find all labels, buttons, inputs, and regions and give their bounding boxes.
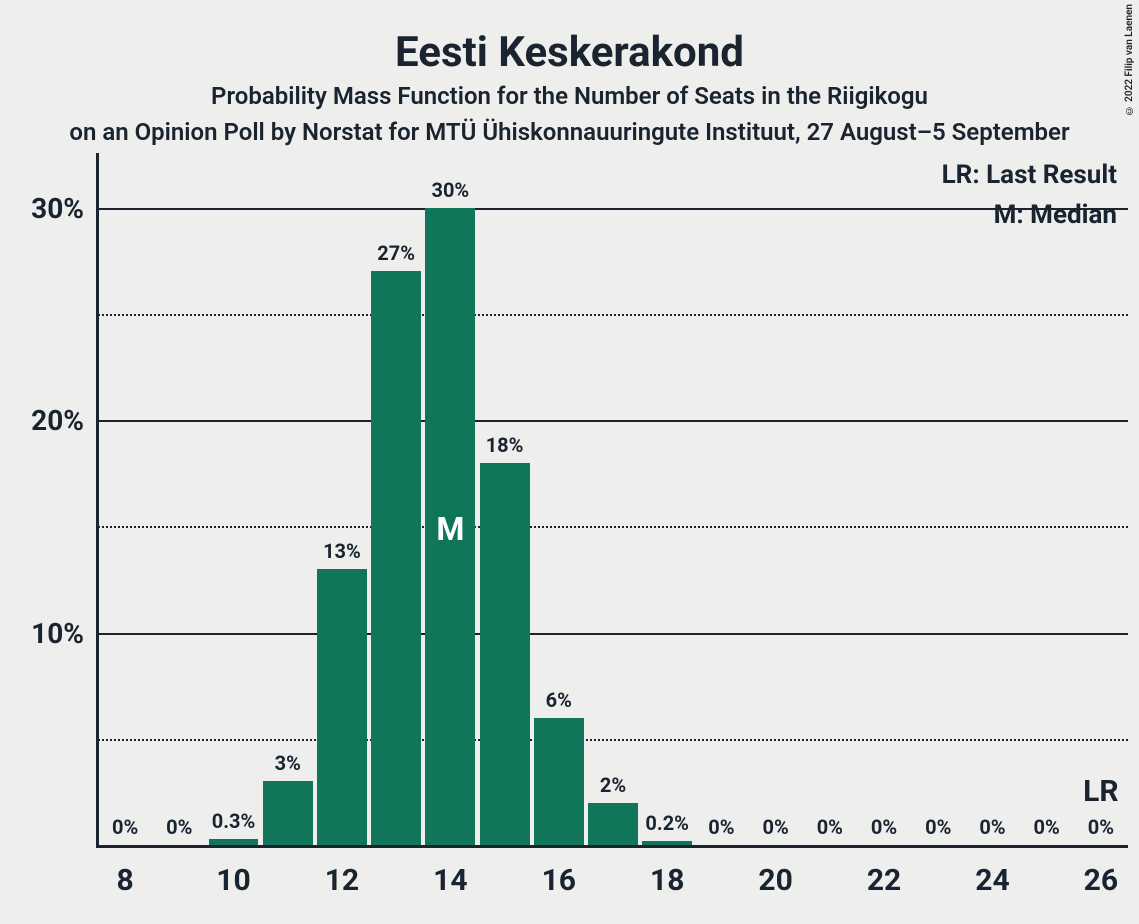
- bar-value-label: 18%: [465, 433, 545, 457]
- page-title: Eesti Keskerakond: [0, 28, 1139, 77]
- bar-value-label: 6%: [519, 688, 599, 712]
- legend-median: M: Median: [994, 200, 1117, 230]
- bar-value-label: 0.3%: [194, 809, 274, 833]
- xtick-label: 8: [95, 863, 155, 898]
- ytick-label: 30%: [0, 192, 84, 225]
- xtick-label: 24: [962, 863, 1022, 898]
- xtick-label: 16: [529, 863, 589, 898]
- median-marker: M: [425, 510, 475, 548]
- grid-minor: [98, 739, 1128, 741]
- bar-value-label: 0%: [1061, 815, 1139, 839]
- grid-minor: [98, 526, 1128, 528]
- copyright-text: © 2022 Filip van Laenen: [1124, 4, 1135, 115]
- grid-major: [98, 420, 1128, 422]
- xtick-label: 20: [746, 863, 806, 898]
- bar-value-label: 2%: [573, 773, 653, 797]
- bar: [317, 569, 367, 845]
- chart-plot-area: 0%0%0.3%3%13%27%30%M18%6%2%0.2%0%0%0%0%0…: [98, 165, 1128, 845]
- ytick-label: 10%: [0, 617, 84, 650]
- bar: [642, 841, 692, 845]
- xtick-label: 12: [312, 863, 372, 898]
- y-axis: [96, 153, 99, 845]
- bar-value-label: 3%: [248, 751, 328, 775]
- lr-marker: LR: [1071, 774, 1131, 809]
- subtitle-2: on an Opinion Poll by Norstat for MTÜ Üh…: [0, 118, 1139, 146]
- bar: [480, 463, 530, 846]
- subtitle-1: Probability Mass Function for the Number…: [0, 82, 1139, 110]
- xtick-label: 26: [1071, 863, 1131, 898]
- xtick-label: 18: [637, 863, 697, 898]
- grid-major: [98, 208, 1128, 210]
- grid-major: [98, 633, 1128, 635]
- legend-lr: LR: Last Result: [942, 160, 1117, 190]
- bar: [263, 781, 313, 845]
- xtick-label: 14: [420, 863, 480, 898]
- bar: [371, 271, 421, 845]
- ytick-label: 20%: [0, 404, 84, 437]
- bar-value-label: 27%: [356, 241, 436, 265]
- bar-value-label: 13%: [302, 539, 382, 563]
- xtick-label: 10: [204, 863, 264, 898]
- x-axis: [96, 845, 1128, 848]
- bar: [209, 839, 259, 845]
- grid-minor: [98, 314, 1128, 316]
- xtick-label: 22: [854, 863, 914, 898]
- bar-value-label: 30%: [410, 178, 490, 202]
